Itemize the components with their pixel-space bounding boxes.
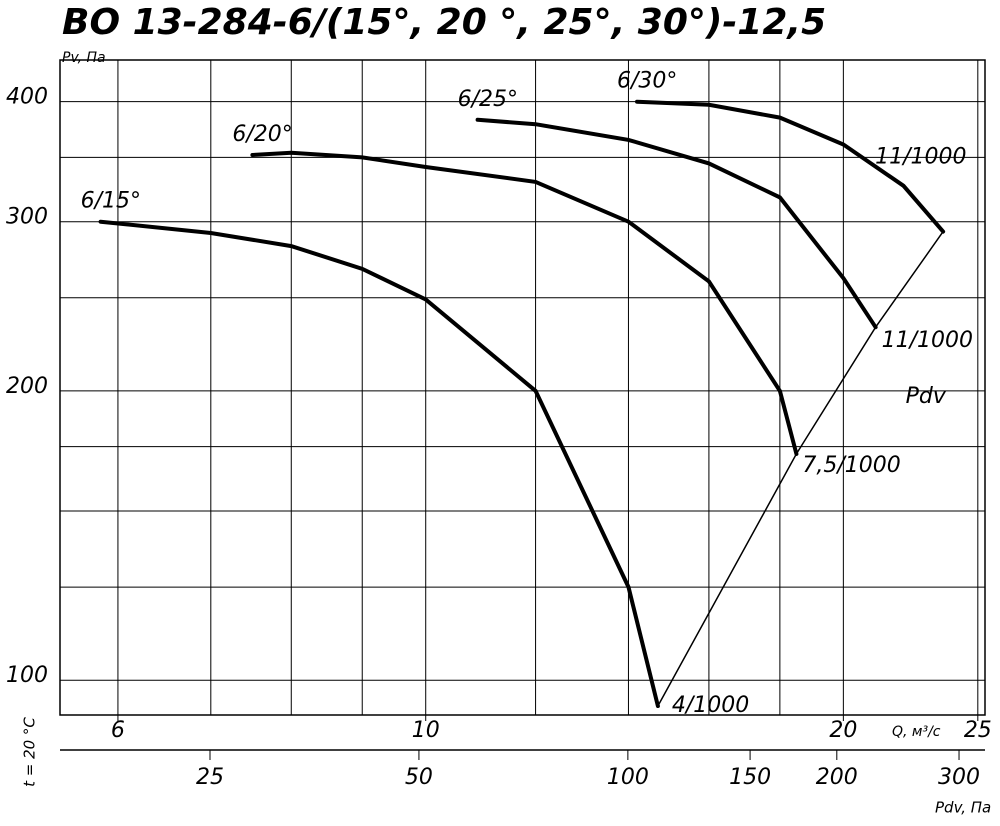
x2-tick-label: 100 bbox=[607, 765, 649, 790]
curve bbox=[250, 150, 799, 456]
y-axis-label: Pv, Па bbox=[62, 50, 106, 66]
y-tick-label: 200 bbox=[6, 374, 48, 399]
side-note: t = 20 °C bbox=[21, 717, 39, 787]
x-tick-label: 20 bbox=[829, 718, 857, 743]
curve-end-label: 11/1000 bbox=[882, 328, 973, 353]
curve-label: 6/25° bbox=[458, 87, 518, 112]
x-tick-label: 10 bbox=[412, 718, 440, 743]
curve-label: 6/20° bbox=[232, 122, 292, 147]
plot-frame bbox=[59, 59, 986, 716]
curve bbox=[98, 219, 660, 708]
x2-tick-label: 50 bbox=[405, 765, 433, 790]
x-tick-label: 6 bbox=[111, 718, 125, 743]
curve-end-label: 7,5/1000 bbox=[802, 453, 900, 478]
y-tick-label: 400 bbox=[6, 85, 48, 110]
x2-tick-label: 25 bbox=[196, 765, 224, 790]
pdv-label: Pdv bbox=[906, 384, 947, 409]
chart-title: ВО 13-284-6/(15°, 20 °, 25°, 30°)-12,5 bbox=[62, 2, 826, 43]
x-axis-label: Q, м³/с bbox=[892, 724, 941, 740]
curve-end-label: 11/1000 bbox=[875, 145, 966, 170]
pdv-line bbox=[657, 231, 944, 707]
x-tick-label: 25 bbox=[964, 718, 992, 743]
curve bbox=[475, 117, 878, 330]
y-tick-label: 300 bbox=[6, 205, 48, 230]
curve bbox=[635, 99, 946, 234]
curve-label: 6/30° bbox=[617, 69, 677, 94]
x2-tick-label: 150 bbox=[729, 765, 771, 790]
curve-label: 6/15° bbox=[81, 189, 141, 214]
curve-end-label: 4/1000 bbox=[672, 693, 749, 718]
x2-axis-label: Pdv, Па bbox=[935, 799, 991, 817]
x2-tick-label: 300 bbox=[938, 765, 980, 790]
x2-tick-label: 200 bbox=[816, 765, 858, 790]
y-tick-label: 100 bbox=[6, 663, 48, 688]
